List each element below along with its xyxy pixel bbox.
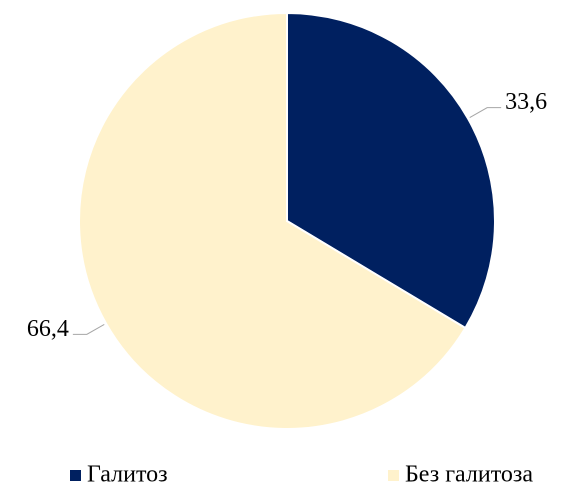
pie-slice: [78, 11, 467, 430]
legend-label: Без галитоза: [405, 462, 533, 488]
legend-swatch: [388, 470, 399, 481]
legend-label: Галитоз: [87, 462, 168, 488]
leader-line: [469, 107, 502, 118]
data-label: 33,6: [505, 89, 547, 115]
leader-line: [72, 324, 105, 335]
legend-swatch: [70, 470, 81, 481]
data-label: 66,4: [27, 316, 69, 342]
pie-slice: [286, 11, 496, 330]
